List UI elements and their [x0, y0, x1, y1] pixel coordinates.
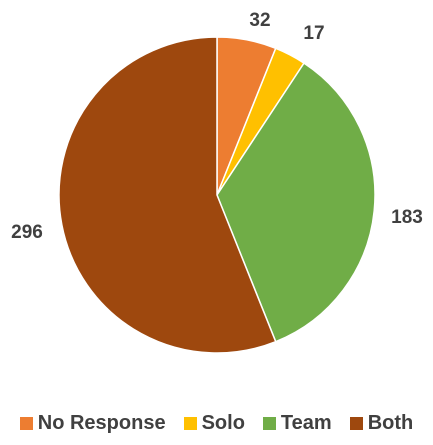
legend-label: Solo: [201, 412, 245, 434]
data-label-both: 296: [11, 222, 43, 243]
legend-swatch: [183, 417, 197, 430]
pie-data-labels: 32 17 183 296: [11, 10, 423, 243]
legend-swatch: [349, 417, 363, 430]
chart-legend: No Response Solo Team Both: [0, 412, 433, 435]
legend-item-team: Team: [262, 412, 332, 435]
data-label-no-response: 32: [249, 10, 270, 31]
pie-slice-both: [58, 36, 277, 354]
legend-item-both: Both: [349, 412, 414, 435]
legend-item-no-response: No Response: [19, 412, 166, 435]
legend-label: Both: [367, 412, 414, 434]
pie-slices: [58, 36, 376, 354]
pie-slice-team: [216, 62, 376, 343]
legend-swatch: [262, 417, 276, 430]
pie-chart: 32 17 183 296: [11, 10, 423, 354]
data-label-solo: 17: [303, 23, 324, 44]
legend-label: No Response: [37, 412, 166, 434]
legend-swatch: [19, 417, 33, 430]
data-label-team: 183: [391, 207, 423, 228]
legend-item-solo: Solo: [183, 412, 245, 435]
legend-label: Team: [280, 412, 332, 434]
